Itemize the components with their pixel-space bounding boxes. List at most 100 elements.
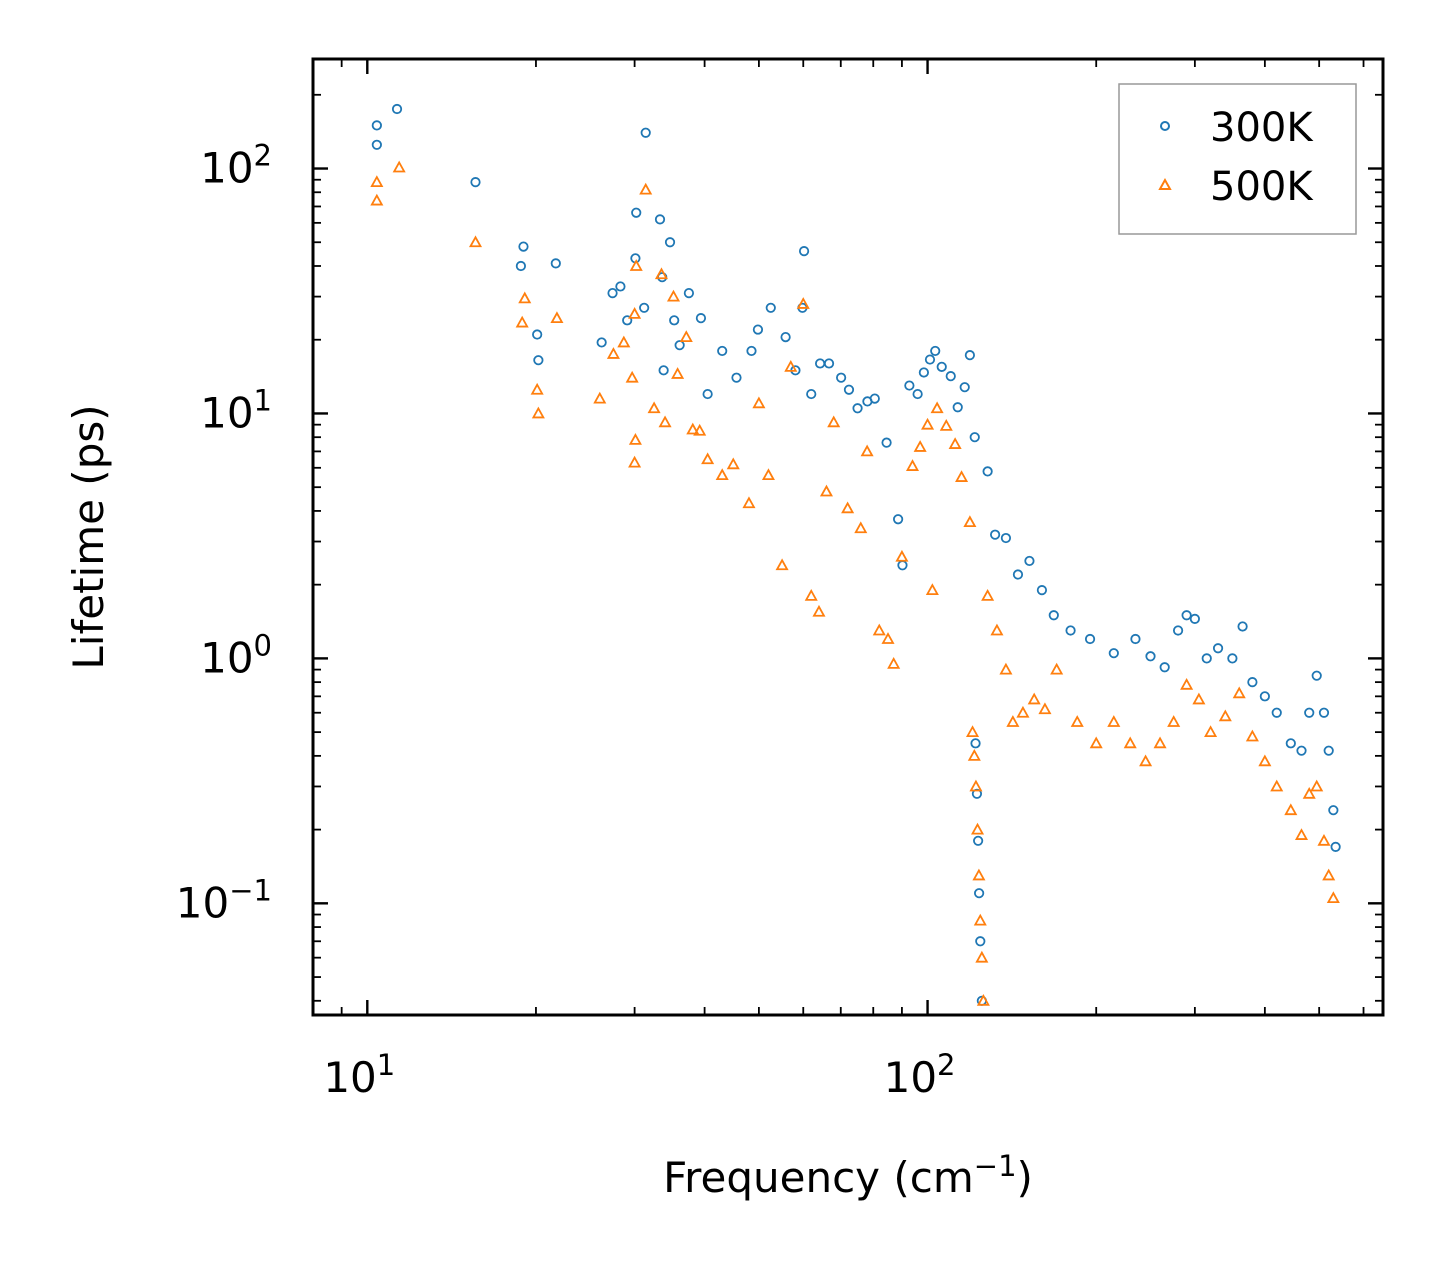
- point-500K: [1310, 779, 1324, 792]
- point-300K: [391, 103, 403, 115]
- point-300K: [974, 888, 985, 899]
- point-300K: [1311, 670, 1322, 681]
- point-500K: [973, 913, 987, 926]
- point-300K: [1130, 633, 1141, 645]
- point-300K: [658, 365, 669, 376]
- point-500K: [1204, 725, 1218, 738]
- point-300K: [975, 936, 986, 947]
- point-300K: [515, 260, 526, 272]
- point-500K: [1317, 833, 1331, 846]
- legend-label-300K: 300K: [1210, 105, 1314, 151]
- point-500K: [701, 452, 715, 465]
- point-500K: [550, 311, 564, 324]
- point-500K: [1139, 754, 1153, 767]
- point-300K: [936, 361, 947, 372]
- point-300K: [1328, 805, 1339, 816]
- point-300K: [615, 281, 626, 292]
- point-500K: [370, 175, 384, 188]
- point-300K: [1247, 677, 1258, 688]
- point-300K: [683, 288, 695, 299]
- point-300K: [1296, 745, 1307, 756]
- point-300K: [702, 388, 713, 400]
- point-500K: [925, 583, 939, 596]
- point-500K: [969, 779, 983, 792]
- point-500K: [860, 444, 874, 457]
- point-500K: [530, 382, 544, 395]
- point-300K: [371, 120, 382, 131]
- point-300K: [881, 437, 892, 448]
- point-500K: [939, 419, 953, 431]
- point-300K: [1012, 569, 1024, 580]
- point-300K: [970, 738, 981, 749]
- point-500K: [752, 396, 766, 409]
- point-500K: [981, 589, 995, 601]
- point-300K: [1318, 707, 1330, 718]
- point-300K: [765, 302, 776, 313]
- legend-marker-500K: [1158, 177, 1172, 190]
- point-300K: [622, 315, 633, 326]
- point-500K: [976, 993, 990, 1006]
- point-500K: [671, 367, 685, 379]
- point-300K: [836, 372, 847, 383]
- point-300K: [893, 514, 904, 525]
- point-300K: [912, 388, 923, 400]
- y-axis-title: Lifetime (ps): [64, 404, 113, 669]
- point-300K: [746, 345, 757, 357]
- point-300K: [639, 302, 650, 313]
- point-300K: [1201, 653, 1212, 664]
- point-500K: [913, 440, 927, 452]
- point-300K: [869, 393, 880, 404]
- point-500K: [1167, 715, 1181, 727]
- point-500K: [887, 656, 901, 669]
- point-300K: [806, 388, 817, 400]
- point-300K: [1189, 613, 1200, 624]
- point-300K: [1227, 653, 1238, 664]
- point-300K: [1084, 633, 1096, 645]
- point-300K: [533, 355, 544, 366]
- point-300K: [973, 835, 984, 846]
- point-500K: [1070, 715, 1084, 727]
- point-500K: [812, 604, 826, 617]
- point-300K: [518, 241, 529, 252]
- point-500K: [965, 725, 980, 738]
- legend: 300K 500K: [1118, 83, 1357, 235]
- point-500K: [775, 558, 789, 571]
- point-500K: [999, 662, 1013, 675]
- point-500K: [629, 259, 643, 271]
- point-500K: [955, 470, 969, 482]
- point-300K: [1048, 610, 1059, 621]
- axis-ticks: 101 102 10−1 100 101 102: [176, 59, 1383, 1102]
- point-500K: [972, 868, 986, 881]
- point-300K: [674, 340, 685, 351]
- point-300K: [1259, 691, 1270, 702]
- point-500K: [1180, 677, 1194, 690]
- point-300K: [1065, 625, 1076, 636]
- point-500K: [827, 415, 841, 428]
- point-500K: [761, 468, 775, 481]
- point-300K: [904, 380, 915, 391]
- point-500K: [686, 422, 700, 435]
- point-300K: [964, 350, 975, 361]
- point-300K: [695, 313, 707, 324]
- point-500K: [1089, 736, 1103, 749]
- point-500K: [370, 193, 384, 206]
- point-300K: [1304, 707, 1315, 718]
- point-500K: [948, 437, 962, 449]
- point-500K: [1322, 868, 1336, 881]
- point-500K: [726, 457, 740, 470]
- plot-frame: [311, 57, 1385, 1017]
- point-300K: [607, 288, 618, 299]
- point-300K: [852, 403, 863, 414]
- point-500K: [796, 297, 810, 309]
- point-500K: [1050, 662, 1064, 675]
- x-tick-label-1: 102: [884, 1048, 956, 1102]
- point-500K: [1192, 692, 1206, 705]
- point-500K: [1027, 692, 1041, 705]
- point-300K: [959, 382, 970, 393]
- point-500K: [841, 501, 855, 514]
- point-500K: [1294, 828, 1309, 840]
- point-500K: [628, 433, 642, 445]
- point-300K: [918, 367, 929, 378]
- point-500K: [606, 347, 620, 359]
